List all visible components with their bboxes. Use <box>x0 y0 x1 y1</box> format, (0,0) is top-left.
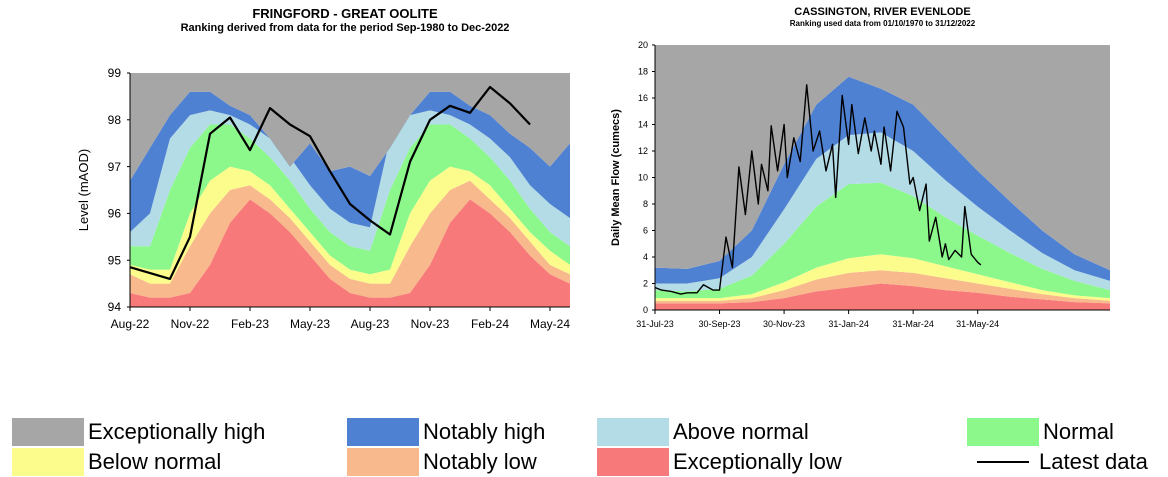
legend-label-normal: Normal <box>1043 419 1114 444</box>
fringford-level-chart: 94 95 96 97 98 99 Aug-22 Nov-22 Feb-23 May-23 Aug-… <box>76 66 570 331</box>
y-tick-label: 20 <box>638 40 648 50</box>
band-exceptionally-low <box>130 199 570 307</box>
x-tick-label: Feb-24 <box>471 317 509 331</box>
y-tick-label: 2 <box>643 279 648 289</box>
x-tick-label: 30-Sep-23 <box>699 319 741 329</box>
x-tick-label: 31-Jul-23 <box>636 319 674 329</box>
legend-label-below-normal: Below normal <box>88 449 222 474</box>
y-tick-label: 98 <box>108 113 122 127</box>
legend-item-below-normal: Below normal <box>12 448 221 476</box>
y-tick-label: 12 <box>638 146 648 156</box>
legend-item-above-normal: Above normal <box>597 418 809 446</box>
legend-label-above-normal: Above normal <box>673 419 809 444</box>
series-line-latest-data <box>129 85 531 280</box>
y-tick-label: 8 <box>643 199 648 209</box>
left-chart-title: FRINGFORD - GREAT OOLITE <box>252 6 438 21</box>
legend-swatch-exceptionally-low <box>597 448 669 476</box>
legend-swatch-above-normal <box>597 418 669 446</box>
y-tick-label: 99 <box>108 66 122 80</box>
y-tick-label: 0 <box>643 305 648 315</box>
x-tick-label: Aug-22 <box>111 317 150 331</box>
legend-item-normal: Normal <box>967 418 1114 446</box>
band-exceptionally-high <box>655 45 1110 271</box>
band-below-normal <box>655 254 1110 301</box>
legend-line-latest-data <box>977 461 1029 463</box>
series-line-latest-data <box>654 84 982 295</box>
legend-swatch-normal <box>967 418 1039 446</box>
legend: Exceptionally high Notably high Above no… <box>0 415 1168 477</box>
legend-swatch-below-normal <box>12 448 84 476</box>
legend-label-exceptionally-high: Exceptionally high <box>88 419 266 444</box>
x-tick-label: 31-Jan-24 <box>828 319 869 329</box>
band-exceptionally-low <box>655 283 1110 310</box>
y-tick-label: 14 <box>638 120 648 130</box>
x-tick-label: 31-May-24 <box>956 319 999 329</box>
band-notably-low <box>130 180 570 298</box>
x-tick-label: 31-Mar-24 <box>892 319 934 329</box>
y-tick-label: 16 <box>638 93 648 103</box>
x-tick-label: May-24 <box>530 317 570 331</box>
x-tick-label: 30-Nov-23 <box>763 319 805 329</box>
legend-label-notably-high: Notably high <box>423 419 546 444</box>
legend-label-exceptionally-low: Exceptionally low <box>673 449 842 474</box>
right-chart-subtitle: Ranking used data from 01/10/1970 to 31/… <box>789 19 976 28</box>
y-tick-label: 10 <box>638 173 648 183</box>
legend-item-notably-high: Notably high <box>347 418 545 446</box>
y-tick-label: 96 <box>108 207 122 221</box>
band-exceptionally-high <box>130 73 570 181</box>
y-tick-label: 4 <box>643 252 648 262</box>
x-tick-label: Feb-23 <box>231 317 269 331</box>
band-normal <box>655 182 1110 299</box>
y-axis-label: Daily Mean Flow (cumecs) <box>610 109 622 246</box>
left-chart-subtitle: Ranking derived from data for the period… <box>180 22 510 34</box>
band-notably-high <box>655 76 1110 284</box>
x-tick-label: Aug-23 <box>351 317 390 331</box>
x-tick-label: Nov-22 <box>171 317 210 331</box>
y-tick-label: 95 <box>108 253 122 267</box>
legend-label-notably-low: Notably low <box>423 449 537 474</box>
right-chart-title: CASSINGTON, RIVER EVENLODE <box>794 6 971 18</box>
legend-swatch-exceptionally-high <box>12 418 84 446</box>
band-above-normal <box>655 132 1110 292</box>
legend-label-latest-data: Latest data <box>1039 449 1148 474</box>
y-tick-label: 94 <box>108 300 122 314</box>
y-tick-label: 6 <box>643 226 648 236</box>
x-tick-label: Nov-23 <box>411 317 450 331</box>
legend-item-latest-data: Latest data <box>967 448 1148 476</box>
y-axis-label: Level (mAOD) <box>76 149 91 231</box>
band-notably-low <box>655 270 1110 304</box>
legend-item-exceptionally-low: Exceptionally low <box>597 448 842 476</box>
legend-item-exceptionally-high: Exceptionally high <box>12 418 265 446</box>
y-tick-label: 97 <box>108 160 122 174</box>
band-normal <box>130 124 570 275</box>
legend-swatch-notably-low <box>347 448 419 476</box>
legend-swatch-notably-high <box>347 418 419 446</box>
y-tick-label: 18 <box>638 67 648 77</box>
legend-item-notably-low: Notably low <box>347 448 537 476</box>
cassington-flow-chart: 0 2 4 6 8 10 12 14 16 18 20 31-Jul-23 30-Sep-23 30-No… <box>610 40 1110 329</box>
x-tick-label: May-23 <box>290 317 330 331</box>
